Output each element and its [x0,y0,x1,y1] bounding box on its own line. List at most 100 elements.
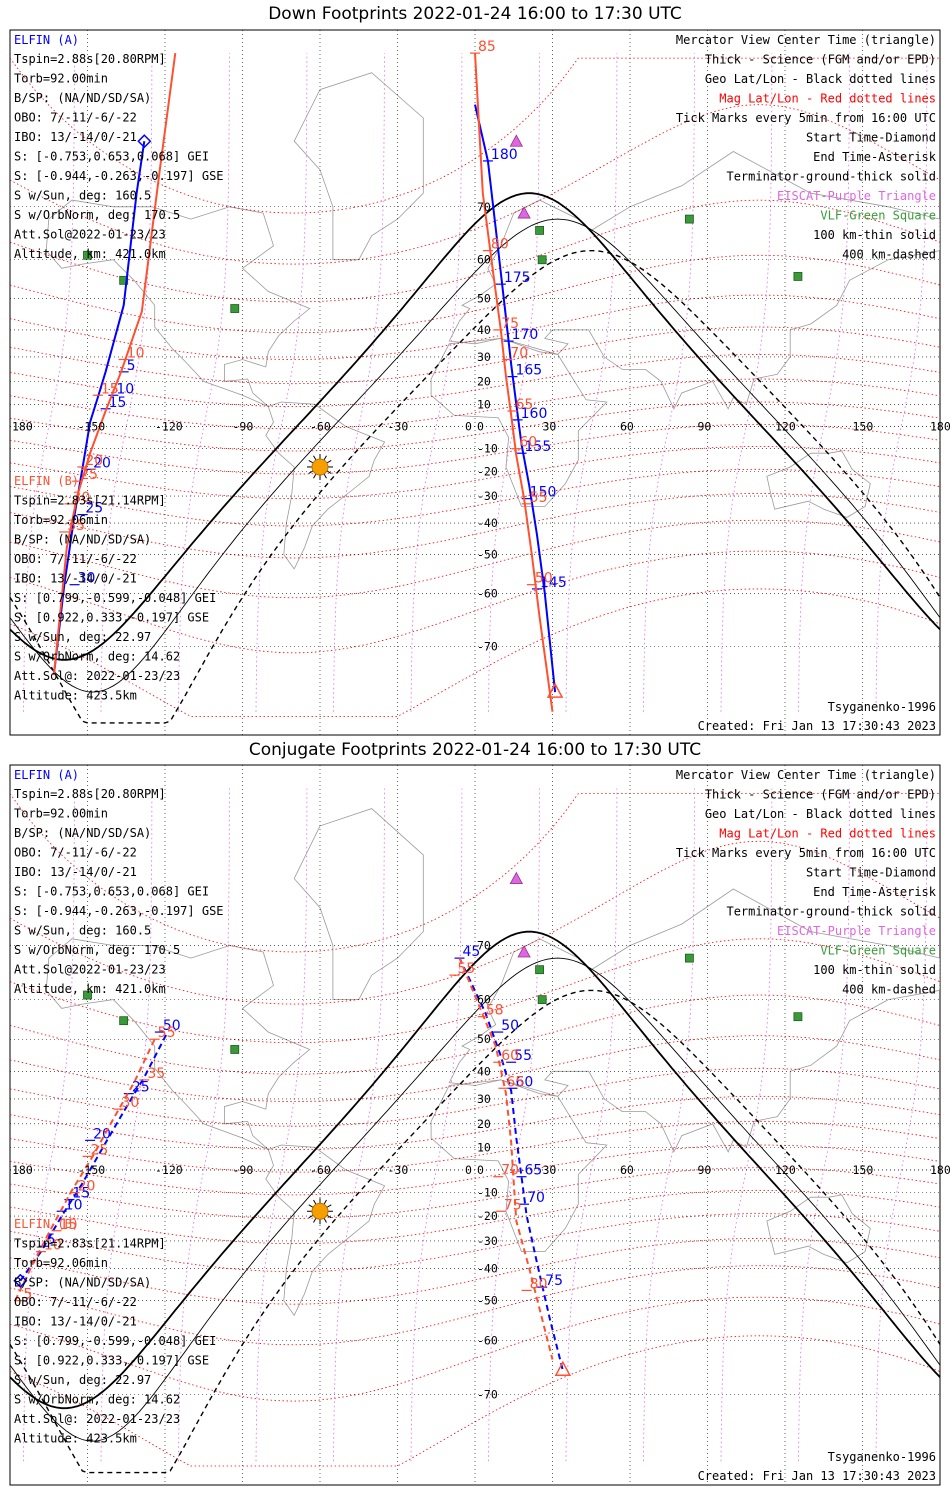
time-tick-label: 175 [504,270,531,286]
footprint-track [458,957,554,1360]
time-tick-label: 55 [457,961,475,977]
lat-tick-label: 60 [477,253,491,267]
time-tick-label: 5 [127,358,136,374]
view-center-triangle-icon [554,1360,572,1376]
sun-ray [308,1204,314,1208]
mag-lat-line [10,793,940,953]
vlf-square-icon [537,255,547,265]
legend-item: Terminator-ground-thick solid [726,905,936,919]
elfin-a-info-line: Torb=92.00min [14,72,108,86]
time-tick-label: 180 [491,147,518,163]
lon-tick-label: 150 [853,1163,874,1177]
footprint-track [474,104,557,693]
time-tick-label: 145 [540,575,567,591]
elfin-b-info-line: Att.Sol@: 2022-01-23/23 [14,669,180,683]
mag-lat-line [10,588,940,717]
sun-icon [311,1202,329,1220]
time-tick-label: 20 [78,1179,96,1195]
legend-item: Start Time-Diamond [806,866,936,880]
elfin-a-info-line: Att.Sol@2022-01-23/23 [14,228,166,242]
lat-tick-label: -10 [477,442,498,456]
lat-tick-label: -10 [477,1186,498,1200]
legend-item: VLF-Green Square [820,944,936,958]
legend-item: EISCAT-Purple Triangle [777,924,936,938]
time-tick-label: 15 [101,381,119,397]
elfin-a-title: ELFIN (A) [14,33,79,47]
sun-ray [308,1214,314,1219]
lat-tick-label: -30 [477,489,498,503]
mag-lat-line [10,294,940,360]
time-tick-label: 10 [116,381,134,397]
legend-item: 400 km-dashed [842,248,936,262]
lon-tick-label: 30 [543,420,557,434]
lat-tick-label: -20 [477,1209,498,1223]
lon-tick-label: -120 [155,420,183,434]
coastline [766,450,871,518]
elfin-b-info-line: OBO: 7/-11/-6/-22 [14,552,137,566]
elfin-b-info-line: Torb=92.06min [14,1256,108,1270]
lon-tick-label: -90 [233,1163,254,1177]
lon-tick-label: 180 [930,1163,950,1177]
legend-item: Mag Lat/Lon - Red dotted lines [719,92,936,106]
time-tick-label: 65 [525,1163,543,1179]
legend-item: Geo Lat/Lon - Black dotted lines [705,72,936,86]
footprint-track [14,1038,156,1302]
lat-tick-label: 40 [477,323,491,337]
vlf-square-icon [119,275,129,285]
lat-tick-label: 0 [477,420,484,434]
sun-ray [326,470,332,474]
sun-ray [326,1214,332,1219]
elfin-a-info-line: S w/Sun, deg: 160.5 [14,924,151,938]
time-tick-label: 75 [545,1273,563,1289]
vlf-square-icon [793,1012,803,1022]
mag-lat-line [10,493,940,559]
lat-tick-label: 30 [477,350,491,364]
sun-ray [323,455,327,461]
mag-lat-line [10,378,940,430]
mag-lon-line [410,53,463,712]
legend-item: End Time-Asterisk [813,150,937,164]
legend-item: 100 km-thin solid [813,228,936,242]
elfin-b-title: ELFIN (B) [14,474,79,488]
lon-tick-label: -150 [78,420,106,434]
legend-item: 100 km-thin solid [813,963,936,977]
terminator-100km [10,218,940,693]
time-tick-label: 65 [515,397,533,413]
elfin-b-info-line: S: [0.799,-0.599,-0.048] GEI [14,591,216,605]
footprint-track [458,957,564,1371]
time-tick-label: 55 [530,490,548,506]
lon-tick-label: 90 [698,420,712,434]
elfin-a-info-line: Tspin=2.88s[20.80RPM] [14,787,166,801]
lon-tick-label: 180 [930,420,950,434]
lon-tick-label: -120 [155,1163,183,1177]
sun-ray [326,1204,332,1208]
elfin-a-info-line: IBO: 13/-14/0/-21 [14,130,137,144]
time-tick-label: 10 [65,1197,83,1213]
elfin-b-info-line: S w/Sun, deg: 22.97 [14,1373,151,1387]
vlf-square-icon [685,953,694,963]
mag-lat-line [10,1095,940,1150]
eiscat-triangle-icon [509,871,524,885]
elfin-a-info-line: S: [-0.944,-0.263,-0.197] GSE [14,169,224,183]
legend-item: Thick - Science (FGM and/or EPD) [705,53,936,67]
time-tick-label: 20 [93,455,111,471]
vlf-square-icon [230,1045,240,1054]
elfin-b-info-line: S: [0.922,0.333,-0.197] GSE [14,611,209,625]
elfin-a-info-line: Altitude, km: 421.0km [14,982,166,996]
elfin-b-info-line: Torb=92.06min [14,513,108,527]
time-tick-label: 85 [478,39,496,55]
elfin-b-info-line: Altitude: 423.5km [14,689,137,703]
lat-tick-label: -40 [477,1262,498,1276]
terminator-100km [10,957,940,1442]
elfin-b-info-line: Tspin=2.83s[21.14RPM] [14,494,166,508]
sun-ray [323,1199,327,1205]
view-center-triangle-icon [546,682,564,698]
footprint-track [52,52,177,676]
mag-lat-line [10,57,940,214]
legend-item: Mercator View Center Time (triangle) [676,33,936,47]
terminator-400km [10,989,940,1474]
sun-ray [313,455,317,461]
vlf-square-icon [793,272,803,281]
footprint-track [52,141,146,676]
lat-tick-label: 70 [477,939,491,953]
